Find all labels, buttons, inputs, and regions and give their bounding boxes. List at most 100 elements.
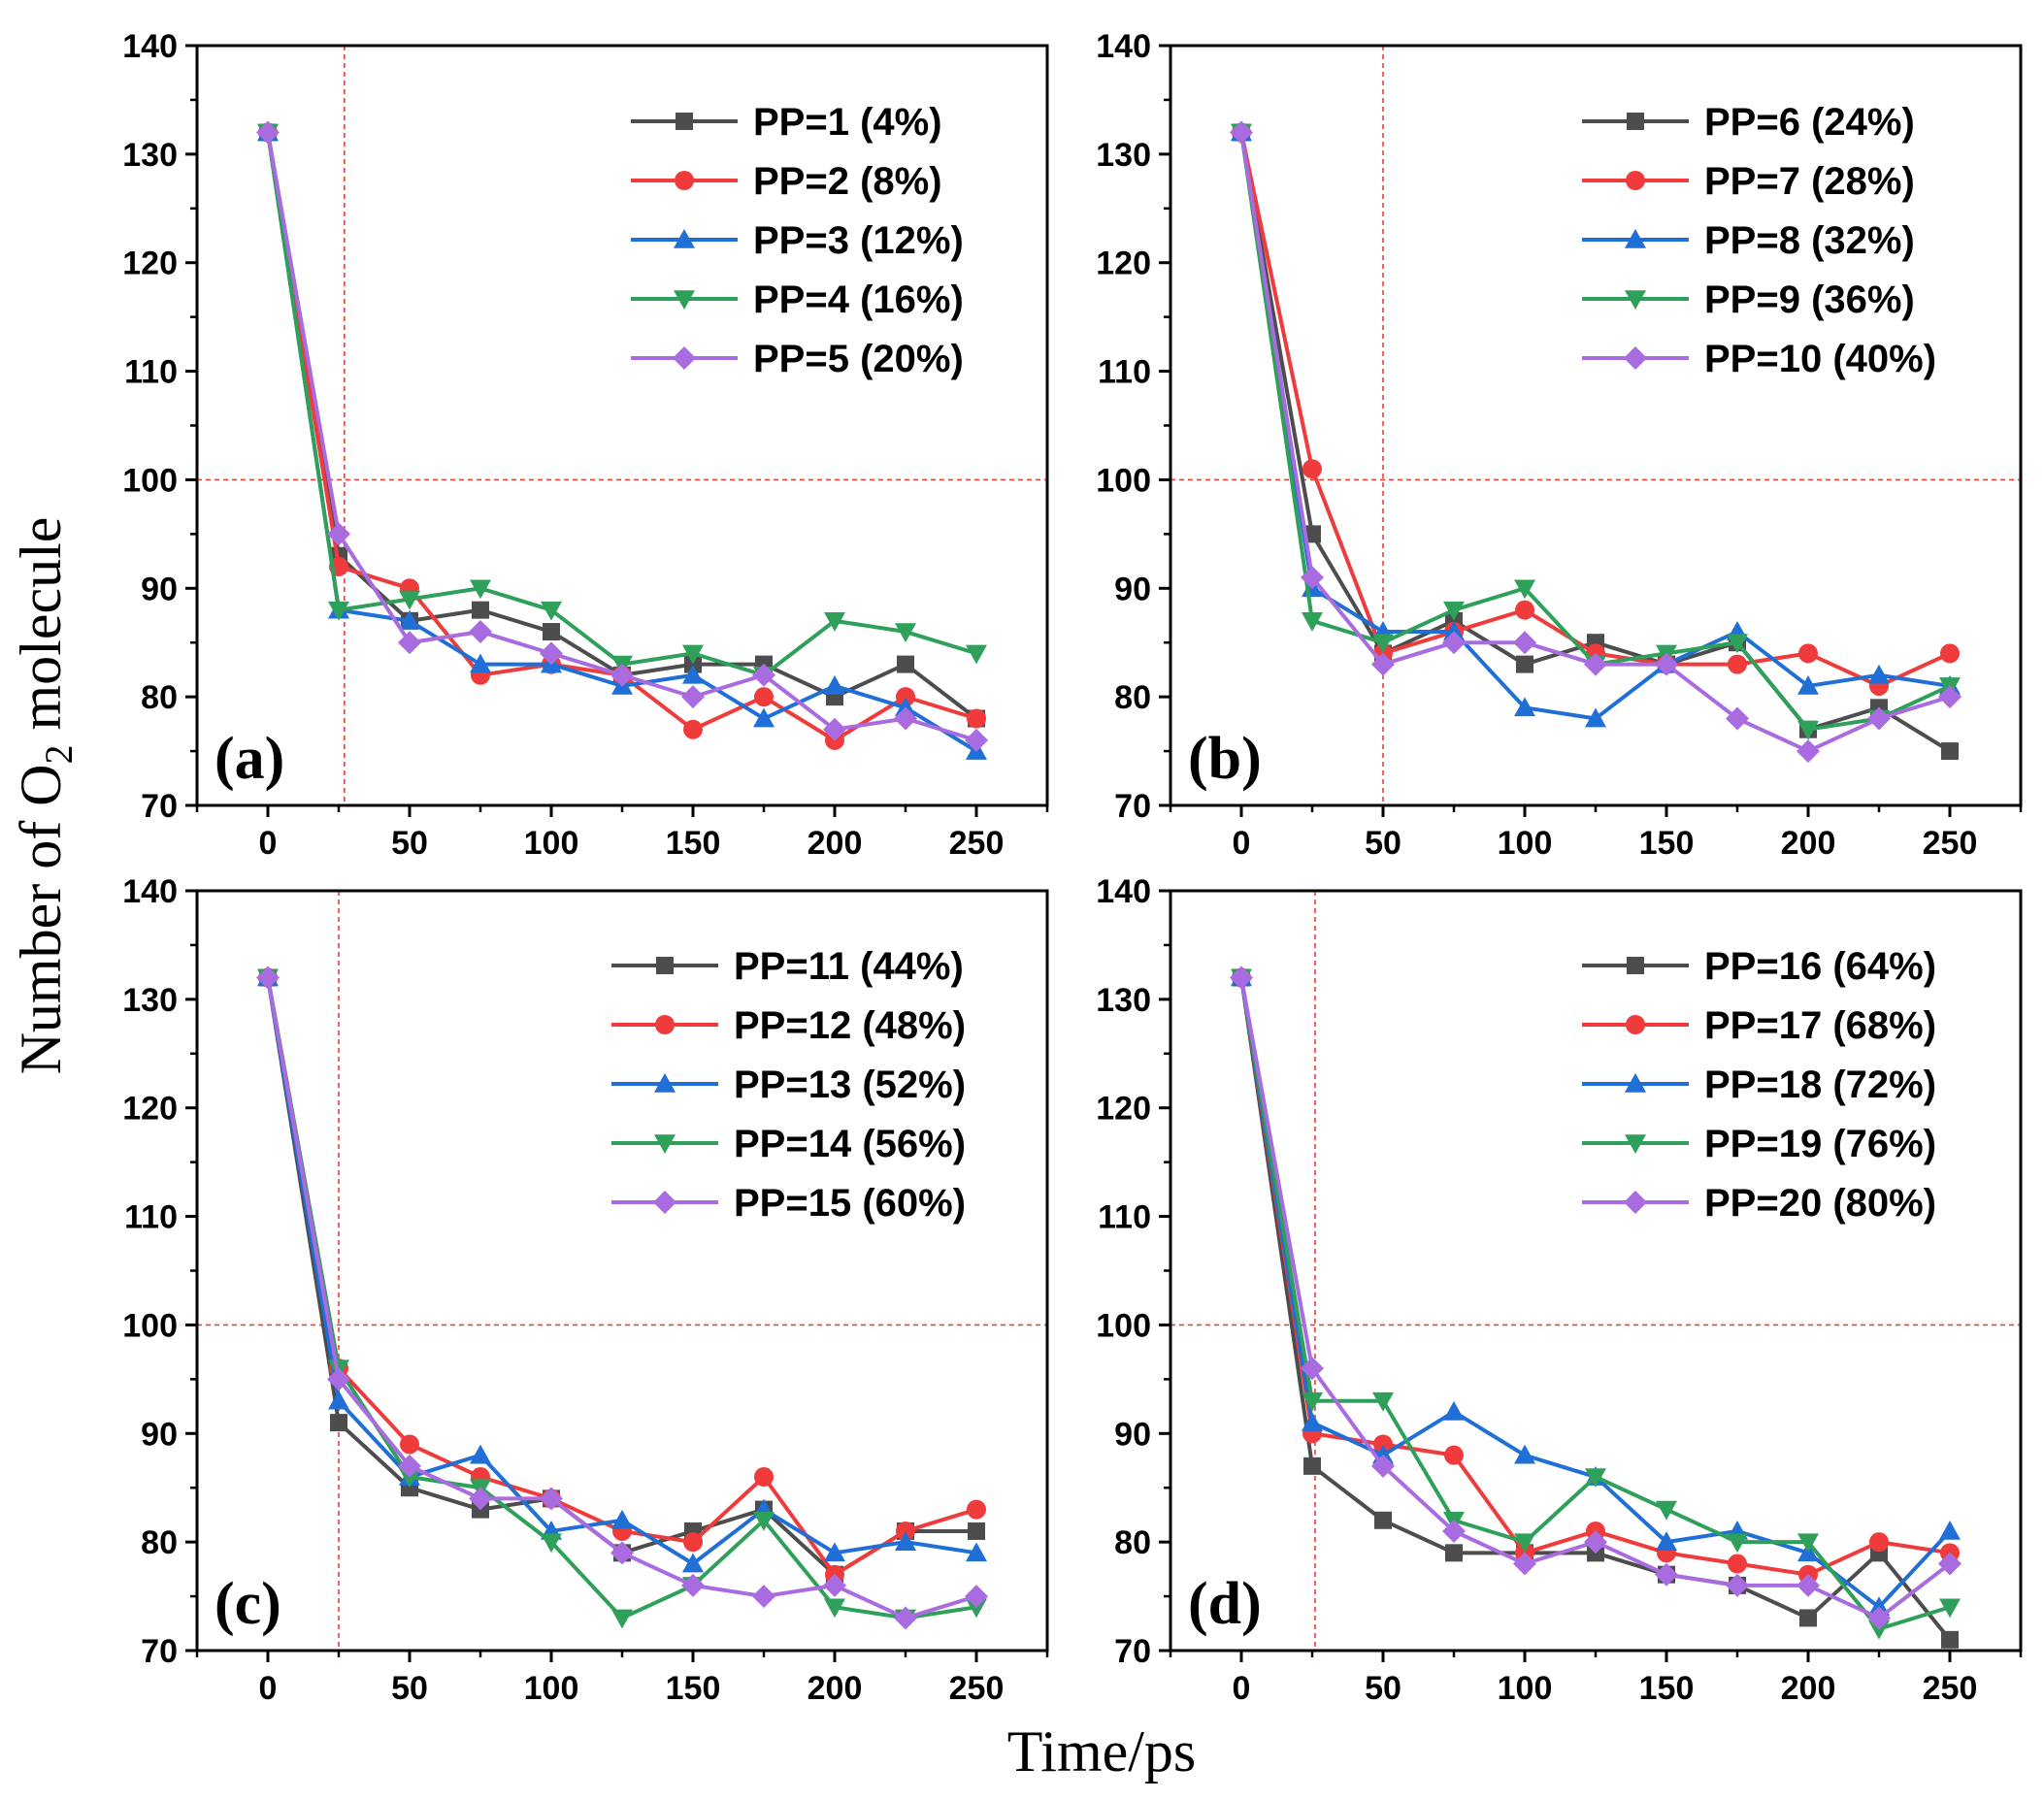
legend-marker xyxy=(1624,1191,1647,1214)
legend-label: PP=7 (28%) xyxy=(1704,160,1915,203)
data-point xyxy=(470,579,491,600)
x-tick-label: 250 xyxy=(1923,825,1978,862)
data-point xyxy=(684,655,702,673)
legend-marker xyxy=(674,290,695,310)
data-point xyxy=(965,1585,988,1609)
data-point xyxy=(1939,1520,1961,1540)
panel-label: (a) xyxy=(214,726,284,792)
x-tick-label: 100 xyxy=(1498,825,1553,862)
y-tick-label: 130 xyxy=(122,982,178,1019)
data-point xyxy=(1799,1609,1817,1627)
data-point xyxy=(1445,1544,1463,1562)
data-point xyxy=(823,717,846,741)
series-line xyxy=(266,132,977,677)
data-point xyxy=(823,1573,846,1597)
legend-marker xyxy=(675,171,694,190)
legend-label: PP=10 (40%) xyxy=(1704,338,1936,380)
data-point xyxy=(895,1531,916,1551)
data-point xyxy=(968,1522,985,1540)
legend-marker xyxy=(676,113,693,130)
data-point xyxy=(681,685,705,709)
x-tick-label: 50 xyxy=(1365,1670,1401,1707)
panel-label: (b) xyxy=(1188,726,1262,792)
data-point xyxy=(1514,1444,1535,1464)
y-tick-label: 120 xyxy=(1096,1091,1151,1128)
data-point xyxy=(1797,1573,1820,1597)
legend-marker xyxy=(1627,113,1644,130)
data-point xyxy=(754,1467,774,1488)
data-point xyxy=(611,1609,633,1629)
x-tick-label: 0 xyxy=(1233,1670,1251,1707)
data-point xyxy=(682,1553,704,1573)
data-point xyxy=(1867,706,1891,731)
data-point xyxy=(1372,634,1394,654)
y-tick-label: 140 xyxy=(1096,28,1151,65)
data-point xyxy=(610,663,634,687)
data-point xyxy=(1585,1468,1606,1489)
data-point xyxy=(1655,652,1678,676)
data-point xyxy=(1938,685,1962,709)
data-point xyxy=(1514,579,1535,600)
data-point xyxy=(967,708,986,729)
data-point xyxy=(966,644,987,665)
legend-marker xyxy=(1625,1073,1646,1093)
data-point xyxy=(1371,1454,1395,1478)
data-point xyxy=(1584,652,1607,676)
x-tick-label: 200 xyxy=(808,1670,863,1707)
legend-label: PP=13 (52%) xyxy=(734,1064,966,1106)
data-point xyxy=(824,612,845,632)
legend-label: PP=17 (68%) xyxy=(1704,1004,1936,1047)
legend-label: PP=8 (32%) xyxy=(1704,219,1915,262)
y-tick-label: 90 xyxy=(141,571,178,607)
data-point xyxy=(967,1499,986,1520)
y-tick-label: 110 xyxy=(1098,354,1151,391)
data-point xyxy=(1303,1456,1321,1475)
data-point xyxy=(1444,1445,1464,1465)
data-point xyxy=(683,1532,703,1553)
data-point xyxy=(1941,742,1959,761)
data-point xyxy=(1515,600,1534,620)
legend-marker xyxy=(1626,1015,1645,1034)
legend-marker xyxy=(673,346,696,370)
y-tick-label: 100 xyxy=(122,462,178,499)
data-point xyxy=(540,1487,563,1511)
x-tick-label: 50 xyxy=(391,1670,428,1707)
legend-label: PP=18 (72%) xyxy=(1704,1064,1936,1106)
data-point xyxy=(1728,654,1747,674)
x-tick-label: 100 xyxy=(524,825,579,862)
y-tick-label: 130 xyxy=(1096,137,1151,174)
data-point xyxy=(1302,612,1323,632)
data-point xyxy=(1797,1533,1819,1554)
legend-marker xyxy=(1625,229,1646,248)
data-point xyxy=(1513,631,1536,655)
x-tick-label: 50 xyxy=(1365,825,1401,862)
data-point xyxy=(541,601,562,621)
data-point xyxy=(327,522,350,546)
data-point xyxy=(752,663,775,687)
data-point xyxy=(541,1533,562,1554)
x-tick-label: 150 xyxy=(666,825,721,862)
panel-b: 70 80 90 100 110 120 130 140 0 50 100 150 200 250 (b) P… xyxy=(1096,28,2023,862)
data-point xyxy=(1302,459,1322,479)
data-point xyxy=(1727,1533,1748,1554)
y-tick-label: 80 xyxy=(141,1524,178,1561)
legend-marker xyxy=(1627,957,1644,974)
data-point xyxy=(1371,652,1395,676)
panel-label: (c) xyxy=(214,1571,281,1637)
y-tick-label: 140 xyxy=(1096,873,1151,910)
x-tick-label: 250 xyxy=(949,1670,1005,1707)
data-point xyxy=(1513,1552,1536,1576)
data-point xyxy=(399,1468,420,1489)
data-point xyxy=(1443,1400,1465,1421)
data-point xyxy=(1941,1630,1959,1649)
legend-marker xyxy=(1625,1134,1646,1154)
data-point xyxy=(398,631,421,655)
data-point xyxy=(1373,1434,1393,1455)
x-tick-label: 100 xyxy=(1498,1670,1553,1707)
data-point xyxy=(1797,739,1820,764)
data-point xyxy=(399,590,420,610)
y-tick-label: 80 xyxy=(1114,679,1151,716)
data-point xyxy=(897,655,914,673)
data-point xyxy=(1514,697,1535,717)
